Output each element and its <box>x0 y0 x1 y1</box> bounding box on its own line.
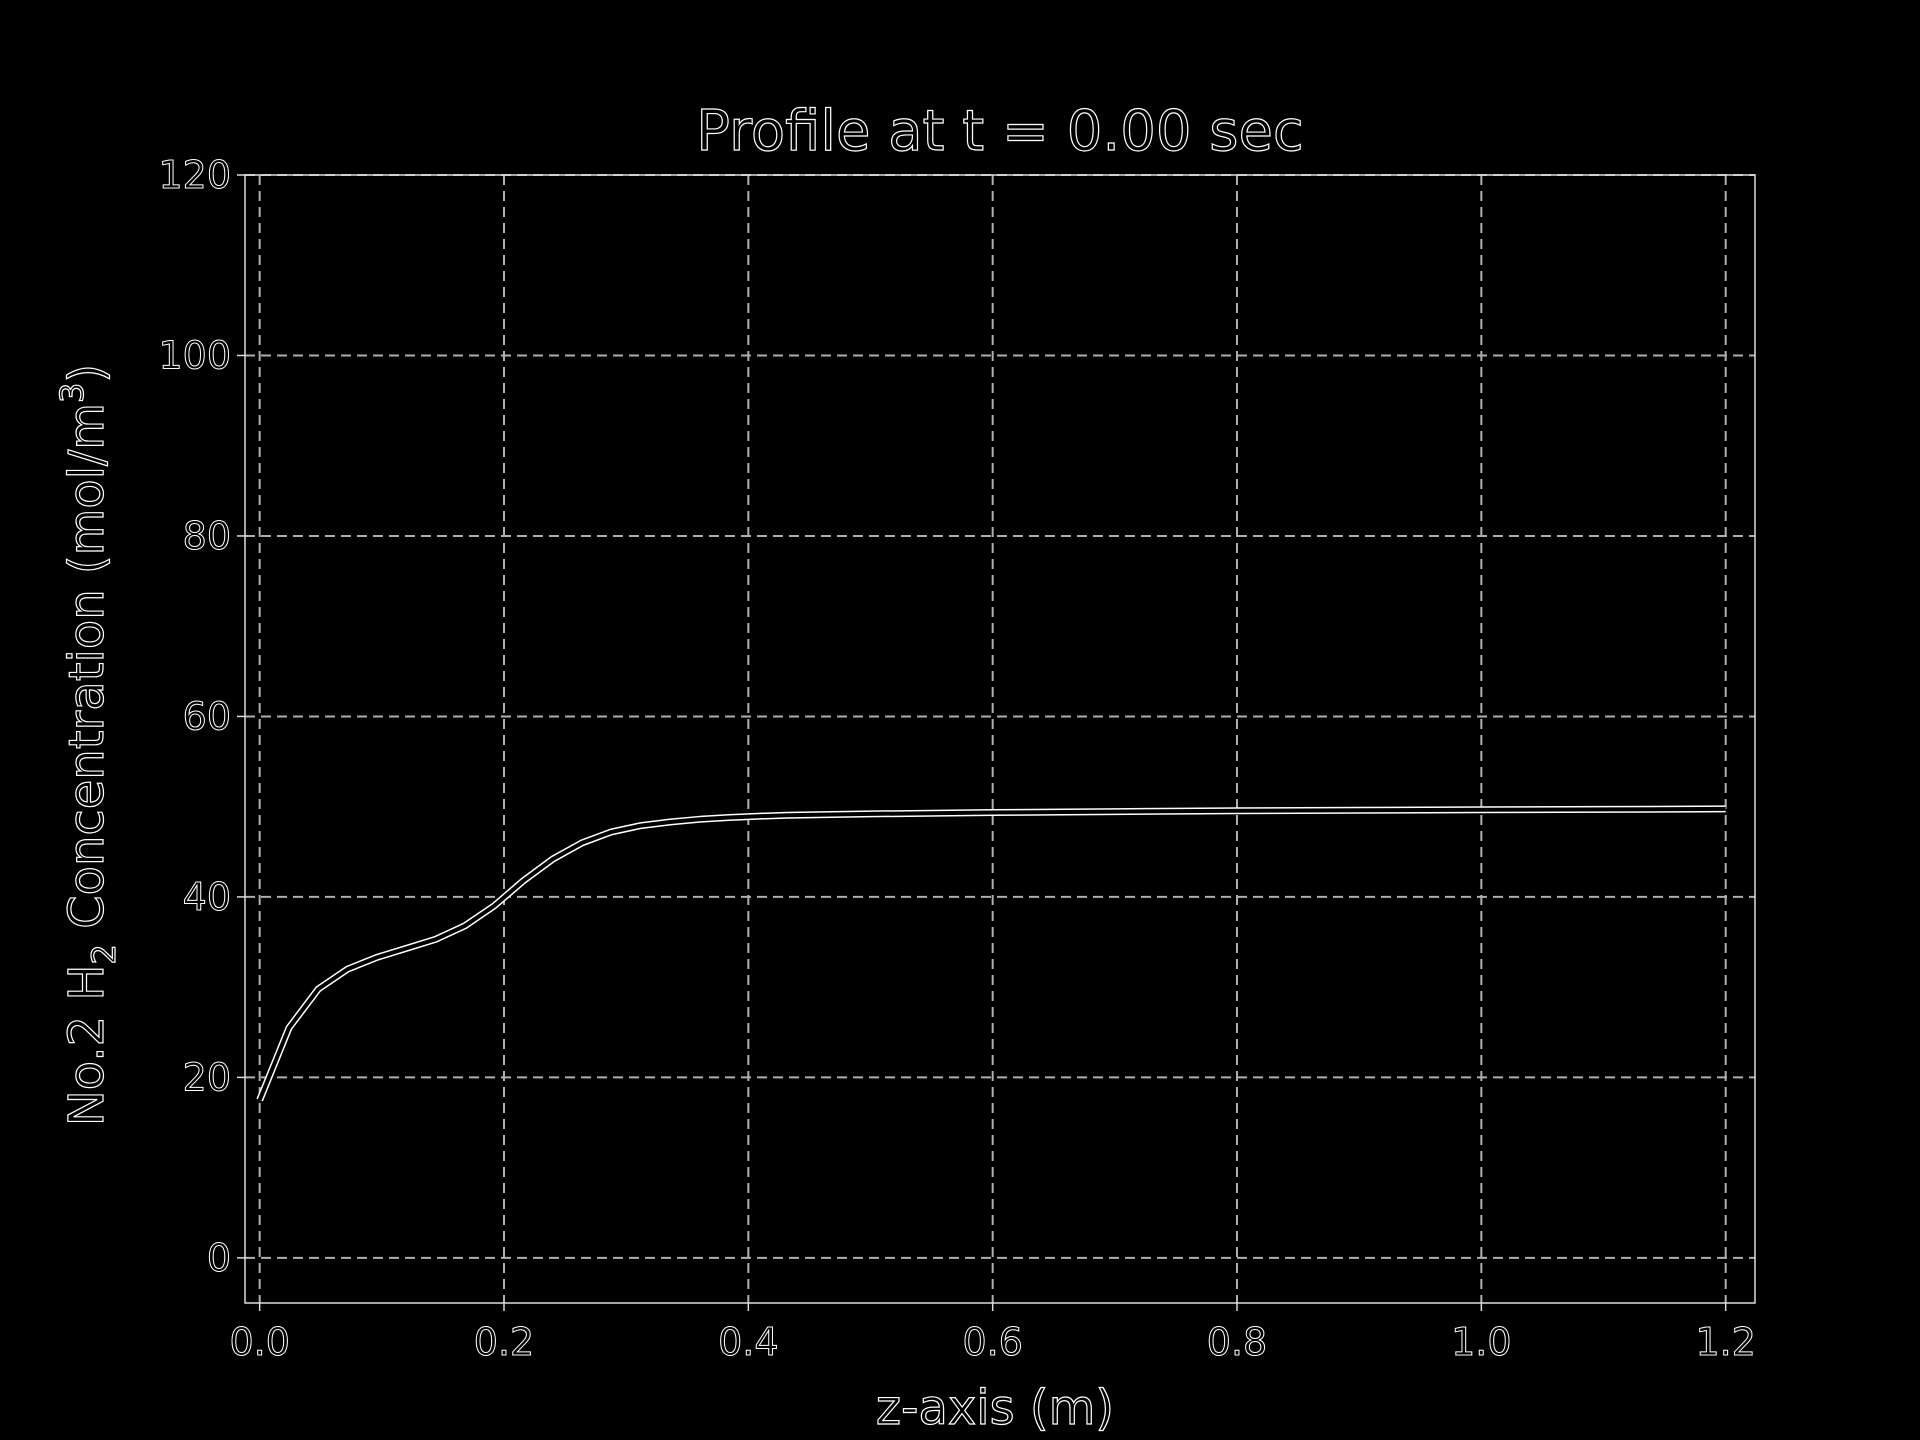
y-tick-label: 20 <box>183 1055 231 1099</box>
series <box>256 805 1726 1102</box>
x-tick-label: 0.6 <box>962 1320 1022 1364</box>
x-tick-label: 0.4 <box>718 1320 778 1364</box>
x-tick-label: 1.0 <box>1451 1320 1511 1364</box>
y-tick-label: 80 <box>183 514 231 558</box>
series-line-inner <box>257 806 1726 1101</box>
x-tick-label: 1.2 <box>1695 1320 1755 1364</box>
ticks: 0.0 0.2 0.4 0.6 0.8 1.0 1.2 0 20 40 60 80 100 120 <box>158 153 1756 1365</box>
x-tick-label: 0.2 <box>474 1320 534 1364</box>
y-tick-label: 100 <box>158 333 231 377</box>
y-axis-label: No.2 H2 Concentration (mol/m3) <box>53 364 123 1126</box>
y-axis-label-end: ) <box>59 364 115 383</box>
y-axis-label-subscript: 2 <box>85 944 123 964</box>
x-tick-label: 0.0 <box>229 1320 289 1364</box>
plot-frame <box>244 174 1756 1304</box>
y-axis-label-superscript: 3 <box>53 383 91 403</box>
x-tick-label: 0.8 <box>1207 1320 1267 1364</box>
y-axis-label-main: No.2 H <box>59 965 115 1127</box>
y-axis-label-middle: Concentration (mol/m <box>59 403 115 944</box>
x-axis-label: z-axis (m) <box>876 1380 1114 1436</box>
y-tick-label: 120 <box>158 153 231 197</box>
y-tick-label: 60 <box>183 694 231 738</box>
y-tick-label: 40 <box>183 875 231 919</box>
y-tick-label: 0 <box>207 1236 231 1280</box>
chart-title: Profile at t = 0.00 sec <box>696 99 1303 164</box>
